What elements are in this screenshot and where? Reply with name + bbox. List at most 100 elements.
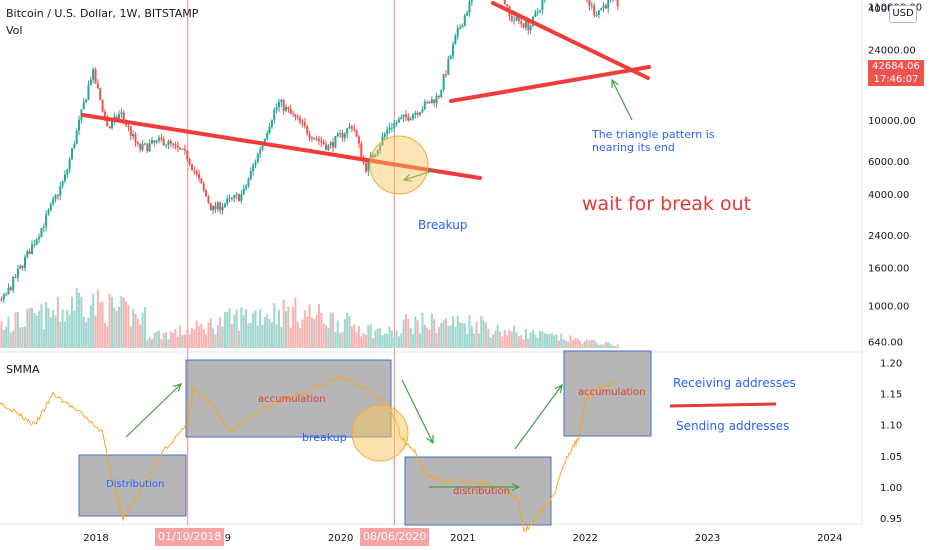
volume-bar <box>442 320 445 348</box>
volume-bar <box>139 324 142 348</box>
volume-bar <box>61 309 64 348</box>
candle-body <box>146 143 149 152</box>
volume-bar <box>539 330 542 348</box>
candle-body <box>183 148 186 151</box>
last-price-tag: 42684.06 17:46:07 <box>868 60 924 86</box>
volume-bar <box>301 319 304 348</box>
volume-bar <box>99 302 102 348</box>
volume-bar <box>94 315 97 348</box>
symbol-title[interactable]: Bitcoin / U.S. Dollar, 1W, BITSTAMP <box>6 7 199 20</box>
smma-tick-label: 1.20 <box>880 359 902 370</box>
volume-bar <box>604 342 607 348</box>
volume-bar <box>167 339 170 348</box>
smma-arrow-head <box>426 434 434 445</box>
candle-body <box>292 113 295 115</box>
breakup-circle <box>351 404 409 462</box>
volume-bar <box>480 316 483 348</box>
volume-bar <box>287 306 290 348</box>
candle-body <box>73 144 76 149</box>
candle-body <box>2 294 5 300</box>
volume-bar <box>141 312 144 348</box>
currency-button[interactable]: USD <box>889 5 917 23</box>
candle-body <box>602 5 605 9</box>
candle-body <box>317 139 320 141</box>
volume-bar <box>548 334 551 348</box>
candle-body <box>419 112 422 115</box>
candle-body <box>252 165 255 172</box>
candle-body <box>205 189 208 197</box>
volume-bar <box>517 336 520 348</box>
volume-bar <box>616 344 619 348</box>
volume-bar <box>381 335 384 348</box>
candle-body <box>85 99 88 103</box>
volume-bar <box>339 333 342 348</box>
volume-bar <box>614 346 617 348</box>
candle-body <box>404 114 407 117</box>
volume-bar <box>158 330 161 348</box>
candle-body <box>301 122 304 124</box>
volume-bar <box>75 288 78 348</box>
candle-body <box>108 126 111 128</box>
candle-body <box>45 214 48 227</box>
volume-bar <box>285 311 288 348</box>
candle-body <box>92 69 95 80</box>
volume-bar <box>125 301 128 348</box>
volume-bar <box>52 309 55 348</box>
candle-body <box>454 36 457 45</box>
volume-bar <box>564 340 567 348</box>
candle-body <box>221 207 224 211</box>
candle-body <box>277 102 280 108</box>
volume-bar <box>127 305 130 348</box>
candle-body <box>129 126 132 137</box>
volume-bar <box>536 337 539 348</box>
candle-body <box>280 99 283 103</box>
volume-bar <box>494 330 497 348</box>
crosshair-date-tag: 08/06/2020 <box>360 528 430 546</box>
candle-body <box>7 287 10 294</box>
volume-bar <box>374 330 377 348</box>
candle-body <box>428 101 431 104</box>
candle-body <box>527 20 530 31</box>
candle-body <box>616 0 619 6</box>
volume-bar <box>529 332 532 348</box>
volume-bar <box>247 323 250 348</box>
volume-bar <box>214 334 217 348</box>
candle-body <box>390 127 393 129</box>
volume-bar <box>73 310 76 348</box>
volume-bar <box>14 312 17 348</box>
candle-body <box>256 153 259 163</box>
candle-body <box>520 21 523 24</box>
candle-body <box>402 114 405 118</box>
candle-body <box>87 84 90 100</box>
volume-bar <box>315 314 318 348</box>
candle-body <box>96 83 99 89</box>
candle-body <box>456 28 459 37</box>
candle-body <box>120 112 123 114</box>
candle-body <box>442 74 445 90</box>
volume-bar <box>136 318 139 348</box>
volume-bar <box>362 333 365 348</box>
volume-bar <box>16 311 19 348</box>
candle-body <box>534 12 537 17</box>
volume-bar <box>78 292 81 348</box>
volume-bar <box>42 329 45 348</box>
candle-body <box>122 112 125 120</box>
triangle-note: The triangle pattern is nearing its end <box>592 128 715 154</box>
volume-bar <box>397 336 400 348</box>
candle-body <box>447 58 450 75</box>
accumulation-box <box>563 350 652 437</box>
smma-label[interactable]: SMMA <box>6 363 40 376</box>
volume-bar <box>92 293 95 348</box>
volume-bar <box>313 319 316 348</box>
candle-body <box>357 136 360 144</box>
candle-body <box>426 101 429 103</box>
volume-bar <box>541 331 544 348</box>
candle-body <box>355 130 358 137</box>
price-tick-label: 1000.00 <box>868 302 909 313</box>
candle-body <box>341 132 344 138</box>
volume-bar <box>266 314 269 348</box>
volume-bar <box>190 327 193 348</box>
volume-bar <box>595 342 598 348</box>
candle-body <box>513 20 516 22</box>
volume-bar <box>586 339 589 348</box>
